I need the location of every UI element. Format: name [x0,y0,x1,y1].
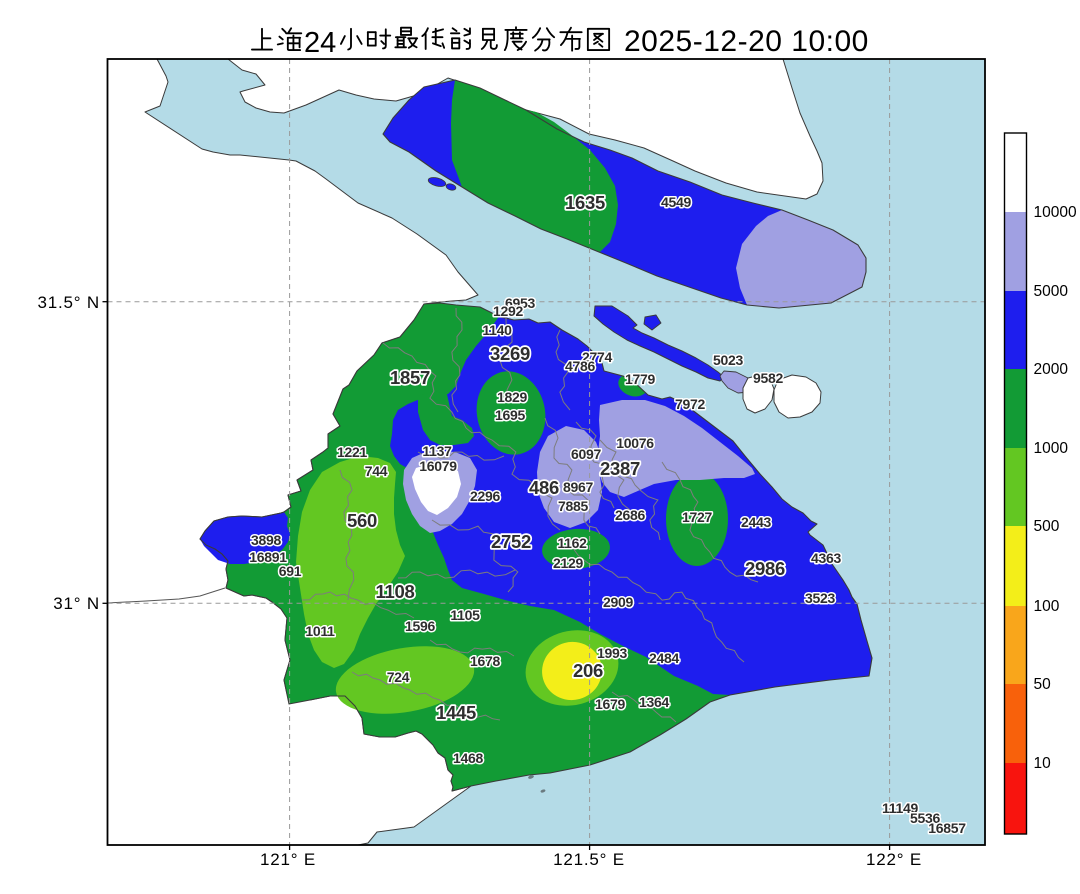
svg-text:50: 50 [1034,676,1052,693]
svg-text:3523: 3523 [805,590,835,606]
svg-text:11149: 11149 [882,800,918,816]
svg-text:10076: 10076 [616,435,654,451]
svg-text:1108: 1108 [376,581,415,602]
svg-text:1857: 1857 [390,367,430,388]
svg-text:6097: 6097 [571,446,601,462]
svg-text:5023: 5023 [713,352,743,368]
svg-text:500: 500 [1034,518,1060,535]
svg-text:9582: 9582 [753,370,783,386]
svg-text:1679: 1679 [595,696,625,712]
svg-text:1221: 1221 [337,444,367,460]
svg-text:1137: 1137 [422,443,452,459]
svg-text:691: 691 [279,563,302,579]
svg-text:724: 724 [387,669,410,685]
svg-text:1727: 1727 [682,509,712,525]
svg-text:16079: 16079 [419,458,457,474]
svg-text:10: 10 [1034,755,1052,772]
svg-text:3898: 3898 [251,532,281,548]
svg-text:1635: 1635 [565,192,605,213]
svg-text:1445: 1445 [436,702,476,723]
svg-text:1596: 1596 [405,618,435,634]
svg-text:2443: 2443 [741,514,771,530]
svg-text:2025-12-20 10:00: 2025-12-20 10:00 [624,25,869,58]
svg-text:16857: 16857 [928,820,966,836]
svg-text:24: 24 [304,27,336,59]
svg-text:1468: 1468 [453,750,483,766]
svg-text:7885: 7885 [558,498,588,514]
svg-text:1829: 1829 [497,389,527,405]
svg-text:6953: 6953 [505,295,535,311]
svg-text:121.5° E: 121.5° E [553,850,625,869]
svg-text:4549: 4549 [661,194,691,210]
svg-text:1011: 1011 [305,623,335,639]
svg-text:31.5° N: 31.5° N [38,293,101,312]
svg-text:1779: 1779 [625,371,655,387]
svg-text:4363: 4363 [811,550,841,566]
svg-text:1140: 1140 [482,322,512,338]
svg-text:121° E: 121° E [260,850,316,869]
svg-text:2129: 2129 [553,555,583,571]
svg-text:2752: 2752 [491,531,531,552]
svg-text:1000: 1000 [1034,440,1069,457]
svg-text:1695: 1695 [495,407,525,423]
svg-text:206: 206 [573,660,603,681]
svg-text:2484: 2484 [649,650,679,666]
svg-text:122° E: 122° E [866,850,922,869]
svg-text:4786: 4786 [565,358,595,374]
svg-text:7972: 7972 [675,396,705,412]
svg-text:486: 486 [529,477,559,498]
svg-text:1162: 1162 [557,535,587,551]
svg-text:2296: 2296 [470,488,500,504]
svg-text:2909: 2909 [603,594,633,610]
svg-text:10000: 10000 [1034,204,1077,221]
svg-text:1993: 1993 [597,645,627,661]
svg-text:744: 744 [365,463,388,479]
svg-text:2686: 2686 [615,507,645,523]
svg-text:16891: 16891 [249,549,287,565]
svg-text:5536: 5536 [910,810,940,826]
svg-text:3269: 3269 [490,343,530,364]
svg-text:31° N: 31° N [53,594,100,613]
svg-text:2986: 2986 [745,558,785,579]
svg-text:5000: 5000 [1034,283,1069,300]
svg-text:1292: 1292 [493,303,523,319]
svg-text:2387: 2387 [600,458,640,479]
svg-text:1105: 1105 [450,607,480,623]
svg-text:560: 560 [347,510,377,531]
svg-text:1678: 1678 [470,653,500,669]
svg-text:8967: 8967 [563,479,593,495]
svg-text:100: 100 [1034,598,1060,615]
svg-text:2774: 2774 [582,349,612,365]
svg-text:2000: 2000 [1034,361,1069,378]
svg-text:1364: 1364 [639,694,669,710]
